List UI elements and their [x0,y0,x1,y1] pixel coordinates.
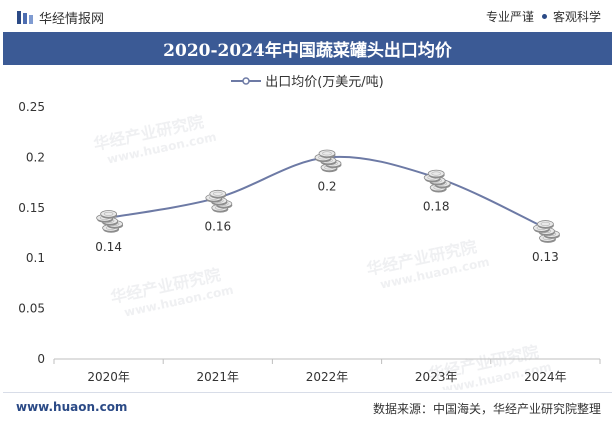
data-label: 0.2 [317,179,336,193]
y-tick-label: 0.05 [18,302,45,316]
chart-title: 2020-2024年中国蔬菜罐头出口均价 [3,32,612,65]
tagline-left: 专业严谨 [485,10,534,24]
coin-stack-icon [423,169,451,193]
data-label: 0.18 [423,200,450,214]
footer-source: 数据来源：中国海关，华经产业研究院整理 [372,402,601,416]
y-tick-label: 0.1 [26,251,45,265]
brand-name: 华经情报网 [39,12,105,27]
footer-website: www.huaon.com [16,400,128,414]
y-tick-label: 0.25 [18,100,45,114]
data-label: 0.14 [95,240,122,254]
x-tick-label: 2024年 [524,370,567,384]
axes: 0 0.05 0.1 0.15 0.2 0.25 2020年 2021年 2022年 2023年 2… [18,100,601,384]
top-bar: 华经情报网 专业严谨 客观科学 [0,0,615,32]
data-label: 0.13 [532,250,559,264]
footer-divider [3,392,612,393]
coin-stack-icon [533,220,560,243]
x-tick-label: 2022年 [306,370,349,384]
coin-stack-icon [96,210,124,233]
data-label: 0.16 [204,220,231,234]
y-tick-label: 0.15 [18,201,45,215]
coin-stack-icon [314,149,342,173]
brand-logo-icon [17,11,33,24]
legend-label: 出口均价(万美元/吨) [265,75,384,90]
bullet-dot-icon [541,14,547,19]
x-tick-label: 2021年 [197,370,240,384]
y-tick-label: 0.2 [26,150,45,164]
legend: 出口均价(万美元/吨) [0,71,615,90]
tagline-right: 客观科学 [552,10,601,24]
brand: 华经情报网 [17,8,104,27]
x-tick-label: 2020年 [87,370,130,384]
data-label-layer: 0.14 0.16 0.2 0.18 0.13 [95,179,559,264]
y-tick-label: 0 [37,352,45,366]
series-layer [96,149,560,243]
tagline: 专业严谨 客观科学 [486,8,601,25]
x-tick-label: 2023年 [415,370,458,384]
coin-stack-icon [205,189,233,213]
legend-line-icon [231,76,262,85]
